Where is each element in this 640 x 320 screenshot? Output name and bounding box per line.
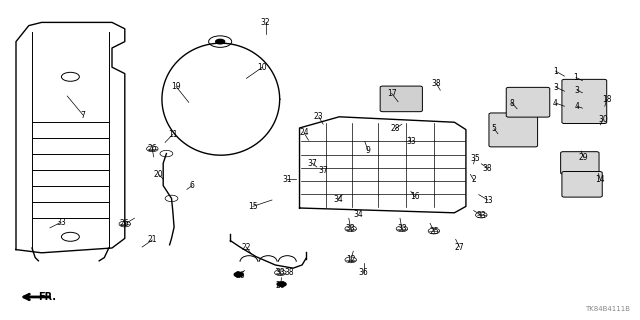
Text: 26: 26 <box>120 220 130 228</box>
Text: 13: 13 <box>483 196 493 204</box>
FancyBboxPatch shape <box>562 79 607 124</box>
Text: 16: 16 <box>410 192 420 201</box>
Text: 31: 31 <box>282 175 292 184</box>
Text: 33: 33 <box>476 211 486 220</box>
Text: 2: 2 <box>471 175 476 184</box>
Circle shape <box>216 39 225 44</box>
Circle shape <box>234 272 243 277</box>
Text: 14: 14 <box>595 175 605 184</box>
Text: 32: 32 <box>260 18 271 27</box>
Text: 19: 19 <box>171 82 181 91</box>
Text: 26: 26 <box>275 281 285 290</box>
Text: 30: 30 <box>598 115 608 124</box>
Text: 20: 20 <box>154 170 164 179</box>
FancyBboxPatch shape <box>506 87 550 117</box>
Text: 33: 33 <box>406 137 416 146</box>
Text: 15: 15 <box>248 202 258 211</box>
Text: 3: 3 <box>553 83 558 92</box>
Text: 7: 7 <box>81 111 86 120</box>
Text: 10: 10 <box>257 63 268 72</box>
Text: 33: 33 <box>56 218 66 227</box>
FancyBboxPatch shape <box>562 172 602 197</box>
Text: 17: 17 <box>387 89 397 98</box>
Text: 38: 38 <box>431 79 442 88</box>
Text: 24: 24 <box>299 128 309 137</box>
Text: 6: 6 <box>189 181 195 190</box>
FancyBboxPatch shape <box>489 113 538 147</box>
Text: 1: 1 <box>553 67 558 76</box>
Text: 12: 12 <box>346 255 355 264</box>
Text: 3: 3 <box>575 86 580 95</box>
Text: 35: 35 <box>470 154 480 163</box>
Text: 23: 23 <box>314 112 324 121</box>
Text: FR.: FR. <box>38 292 56 302</box>
Text: 26: 26 <box>235 271 245 280</box>
Text: 18: 18 <box>602 95 611 104</box>
Text: 27: 27 <box>454 243 465 252</box>
Text: 37: 37 <box>318 166 328 175</box>
Text: 36: 36 <box>358 268 369 277</box>
Text: TK84B4111B: TK84B4111B <box>586 306 630 312</box>
Text: 33: 33 <box>346 224 356 233</box>
Text: 25: 25 <box>429 227 439 236</box>
FancyBboxPatch shape <box>561 152 599 174</box>
Text: 11: 11 <box>168 130 177 139</box>
Text: 4: 4 <box>553 99 558 108</box>
Text: 9: 9 <box>365 146 371 155</box>
Text: 38: 38 <box>483 164 493 172</box>
Text: 34: 34 <box>333 195 343 204</box>
FancyBboxPatch shape <box>380 86 422 112</box>
Text: 34: 34 <box>353 210 364 219</box>
Text: 37: 37 <box>307 159 317 168</box>
Text: 38: 38 <box>284 268 294 277</box>
Text: 5: 5 <box>492 124 497 133</box>
Text: 22: 22 <box>242 243 251 252</box>
Text: 33: 33 <box>397 224 407 233</box>
Text: 28: 28 <box>391 124 400 133</box>
Text: 4: 4 <box>575 102 580 111</box>
Text: 1: 1 <box>573 73 579 82</box>
Text: 29: 29 <box>579 153 589 162</box>
Text: 33: 33 <box>275 268 285 277</box>
Text: 8: 8 <box>509 99 515 108</box>
Text: 21: 21 <box>148 236 157 244</box>
Circle shape <box>277 282 286 286</box>
Text: 26: 26 <box>147 144 157 153</box>
